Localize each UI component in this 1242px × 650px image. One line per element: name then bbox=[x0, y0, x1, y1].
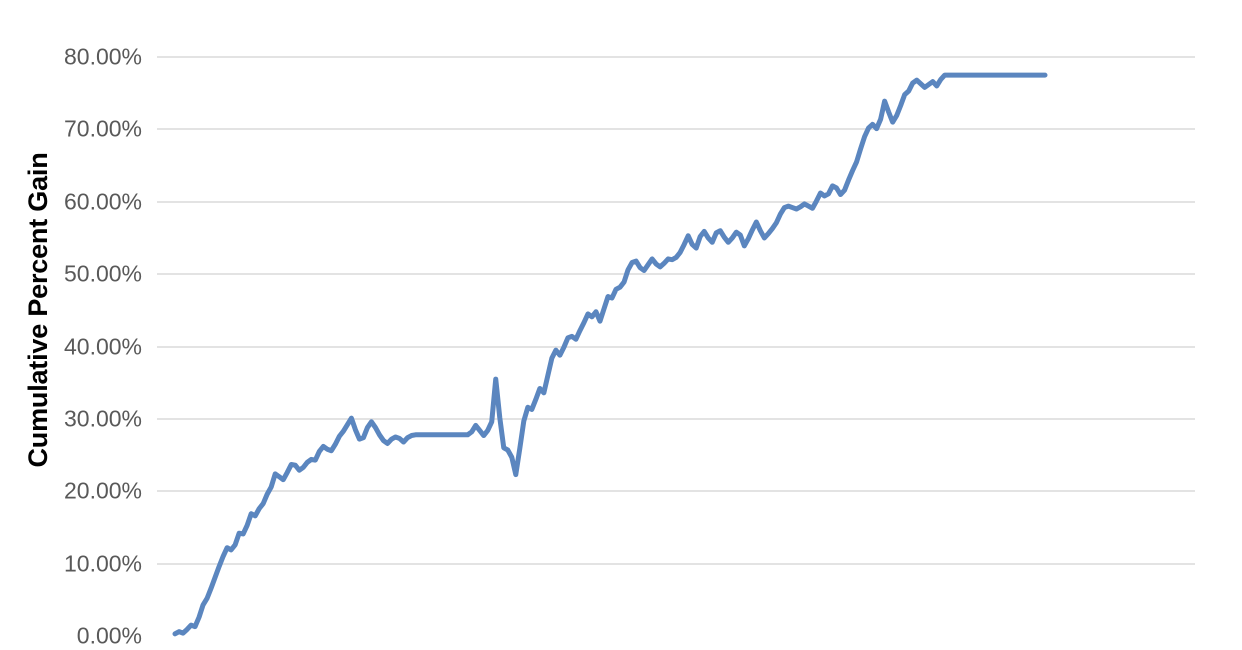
gridline bbox=[157, 562, 1195, 565]
y-axis-tick-label: 30.00% bbox=[63, 405, 142, 432]
y-axis-tick-labels: 80.00% 70.00% 60.00% 50.00% 40.00% 30.00% 20.0… bbox=[0, 0, 150, 649]
series-line-chart bbox=[172, 72, 1048, 637]
gridline bbox=[157, 345, 1195, 348]
gridline bbox=[157, 273, 1195, 276]
y-axis-tick-label: 20.00% bbox=[63, 477, 142, 504]
series-path-cumulative-percent-gain bbox=[172, 72, 1048, 637]
y-axis-tick-label: 60.00% bbox=[63, 188, 142, 215]
y-axis-tick-label: 40.00% bbox=[63, 333, 142, 359]
gridline bbox=[157, 490, 1195, 493]
chart-container: Cumulative Percent Gain 80.00% 70.00% 60.0… bbox=[0, 0, 1195, 649]
y-axis-tick-label: 50.00% bbox=[63, 260, 142, 287]
y-axis-tick-label: 10.00% bbox=[63, 550, 142, 577]
plot-area bbox=[157, 0, 1195, 637]
y-axis-tick-label: 80.00% bbox=[63, 43, 142, 70]
gridline bbox=[157, 128, 1195, 131]
gridline bbox=[157, 417, 1195, 420]
y-axis-tick-label: 70.00% bbox=[63, 115, 142, 142]
y-axis-tick-label: 0.00% bbox=[76, 622, 142, 649]
gridline bbox=[157, 56, 1195, 58]
gridline bbox=[157, 200, 1195, 203]
